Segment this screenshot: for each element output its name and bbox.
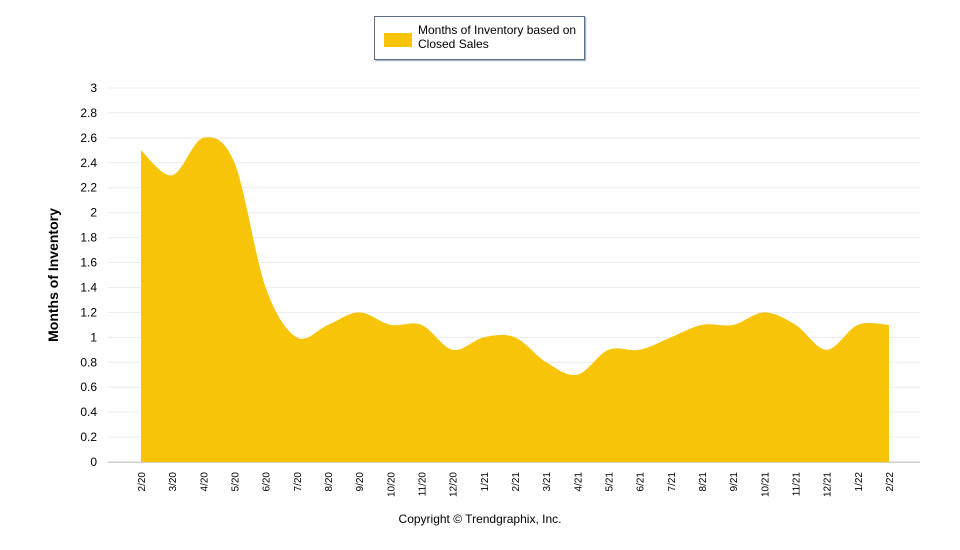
y-tick-label: 1.2 [80, 305, 97, 319]
y-tick-label: 0.8 [80, 355, 97, 369]
x-tick-label: 6/21 [636, 472, 647, 492]
x-tick-labels: 2/20 3/20 4/20 5/20 6/20 7/20 8/20 9/20 10/20 11/… [137, 472, 896, 497]
legend-label: Months of Inventory based on Closed Sale… [418, 23, 577, 51]
x-tick-label: 11/20 [418, 472, 429, 497]
y-tick-label: 0.6 [80, 380, 97, 394]
x-tick-label: 1/22 [854, 472, 865, 492]
x-tick-label: 10/21 [760, 472, 771, 497]
x-tick-label: 8/21 [698, 472, 709, 492]
x-tick-label: 2/21 [511, 472, 522, 492]
x-tick-label: 9/21 [729, 472, 740, 492]
y-tick-label: 2 [90, 206, 97, 220]
y-tick-label: 3 [90, 81, 97, 95]
x-tick-label: 8/20 [324, 472, 335, 492]
x-tick-label: 3/21 [542, 472, 553, 492]
legend: Months of Inventory based on Closed Sale… [374, 16, 585, 60]
copyright-text: Copyright © Trendgraphix, Inc. [398, 512, 562, 526]
x-tick-label: 4/21 [573, 472, 584, 492]
y-tick-label: 2.8 [80, 106, 97, 120]
x-tick-label: 5/21 [605, 472, 616, 492]
x-tick-label: 7/20 [293, 472, 304, 492]
y-tick-label: 1.4 [80, 280, 97, 294]
x-tick-label: 2/20 [137, 472, 148, 492]
x-tick-label: 12/20 [449, 472, 460, 497]
x-tick-label: 3/20 [168, 472, 179, 492]
x-tick-label: 7/21 [667, 472, 678, 492]
x-tick-label: 4/20 [199, 472, 210, 492]
y-tick-label: 1 [90, 330, 97, 344]
y-tick-label: 1.8 [80, 231, 97, 245]
x-tick-label: 6/20 [262, 472, 273, 492]
y-tick-label: 1.6 [80, 256, 97, 270]
y-tick-label: 0.4 [80, 405, 97, 419]
y-axis-title: Months of Inventory [45, 208, 61, 342]
x-tick-label: 11/21 [792, 472, 803, 497]
area-series-months-of-inventory [141, 137, 889, 463]
x-tick-label: 9/20 [355, 472, 366, 492]
x-tick-label: 12/21 [823, 472, 834, 497]
legend-swatch [384, 33, 412, 47]
series-area [141, 137, 889, 463]
y-tick-label: 2.6 [80, 131, 97, 145]
x-tick-label: 5/20 [231, 472, 242, 492]
y-tick-label: 0.2 [80, 430, 97, 444]
x-tick-label: 10/20 [386, 472, 397, 497]
y-tick-labels: 0 0.2 0.4 0.6 0.8 1 1.2 1.4 1.6 1.8 2 2.2 2.4 2.6 2.8 3 [80, 81, 97, 469]
y-tick-label: 2.2 [80, 181, 97, 195]
x-tick-label: 2/22 [885, 472, 896, 492]
y-tick-label: 0 [90, 455, 97, 469]
y-tick-label: 2.4 [80, 156, 97, 170]
x-tick-label: 1/21 [480, 472, 491, 492]
